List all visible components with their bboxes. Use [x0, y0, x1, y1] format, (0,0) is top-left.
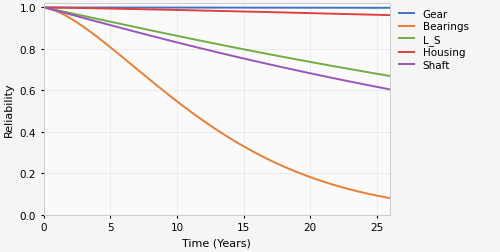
- Shaft: [58, 11, 64, 14]
- L_S: [387, 75, 393, 78]
- L_S: [377, 74, 383, 77]
- Housing: [314, 13, 320, 16]
- Shaft: [200, 48, 206, 51]
- Shaft: [314, 74, 320, 77]
- Line: L_S: L_S: [44, 9, 390, 77]
- Shaft: [209, 50, 215, 53]
- L_S: [377, 73, 383, 76]
- Housing: [209, 10, 215, 13]
- Bearings: [377, 195, 383, 198]
- Gear: [200, 7, 206, 10]
- Gear: [41, 7, 47, 10]
- Shaft: [41, 7, 47, 10]
- X-axis label: Time (Years): Time (Years): [182, 238, 252, 248]
- L_S: [209, 42, 215, 45]
- Gear: [377, 7, 383, 10]
- Gear: [209, 7, 215, 10]
- L_S: [314, 62, 320, 65]
- Bearings: [377, 195, 383, 198]
- Bearings: [314, 178, 320, 181]
- Line: Bearings: Bearings: [44, 9, 390, 198]
- Shaft: [377, 87, 383, 90]
- Shaft: [377, 87, 383, 90]
- Bearings: [41, 7, 47, 10]
- Line: Housing: Housing: [44, 9, 390, 16]
- Housing: [387, 15, 393, 18]
- Bearings: [200, 119, 206, 122]
- Gear: [377, 7, 383, 10]
- Gear: [58, 7, 64, 10]
- Legend: Gear, Bearings, L_S, Housing, Shaft: Gear, Bearings, L_S, Housing, Shaft: [398, 10, 468, 71]
- Bearings: [209, 126, 215, 129]
- Gear: [387, 7, 393, 10]
- Bearings: [58, 13, 64, 16]
- Gear: [314, 7, 320, 10]
- Y-axis label: Reliability: Reliability: [4, 82, 14, 137]
- Housing: [377, 14, 383, 17]
- Bearings: [387, 197, 393, 200]
- Housing: [41, 7, 47, 10]
- Line: Shaft: Shaft: [44, 9, 390, 90]
- L_S: [200, 41, 206, 44]
- Housing: [200, 10, 206, 13]
- Housing: [58, 7, 64, 10]
- Housing: [377, 14, 383, 17]
- Shaft: [387, 88, 393, 91]
- L_S: [58, 11, 64, 14]
- L_S: [41, 7, 47, 10]
